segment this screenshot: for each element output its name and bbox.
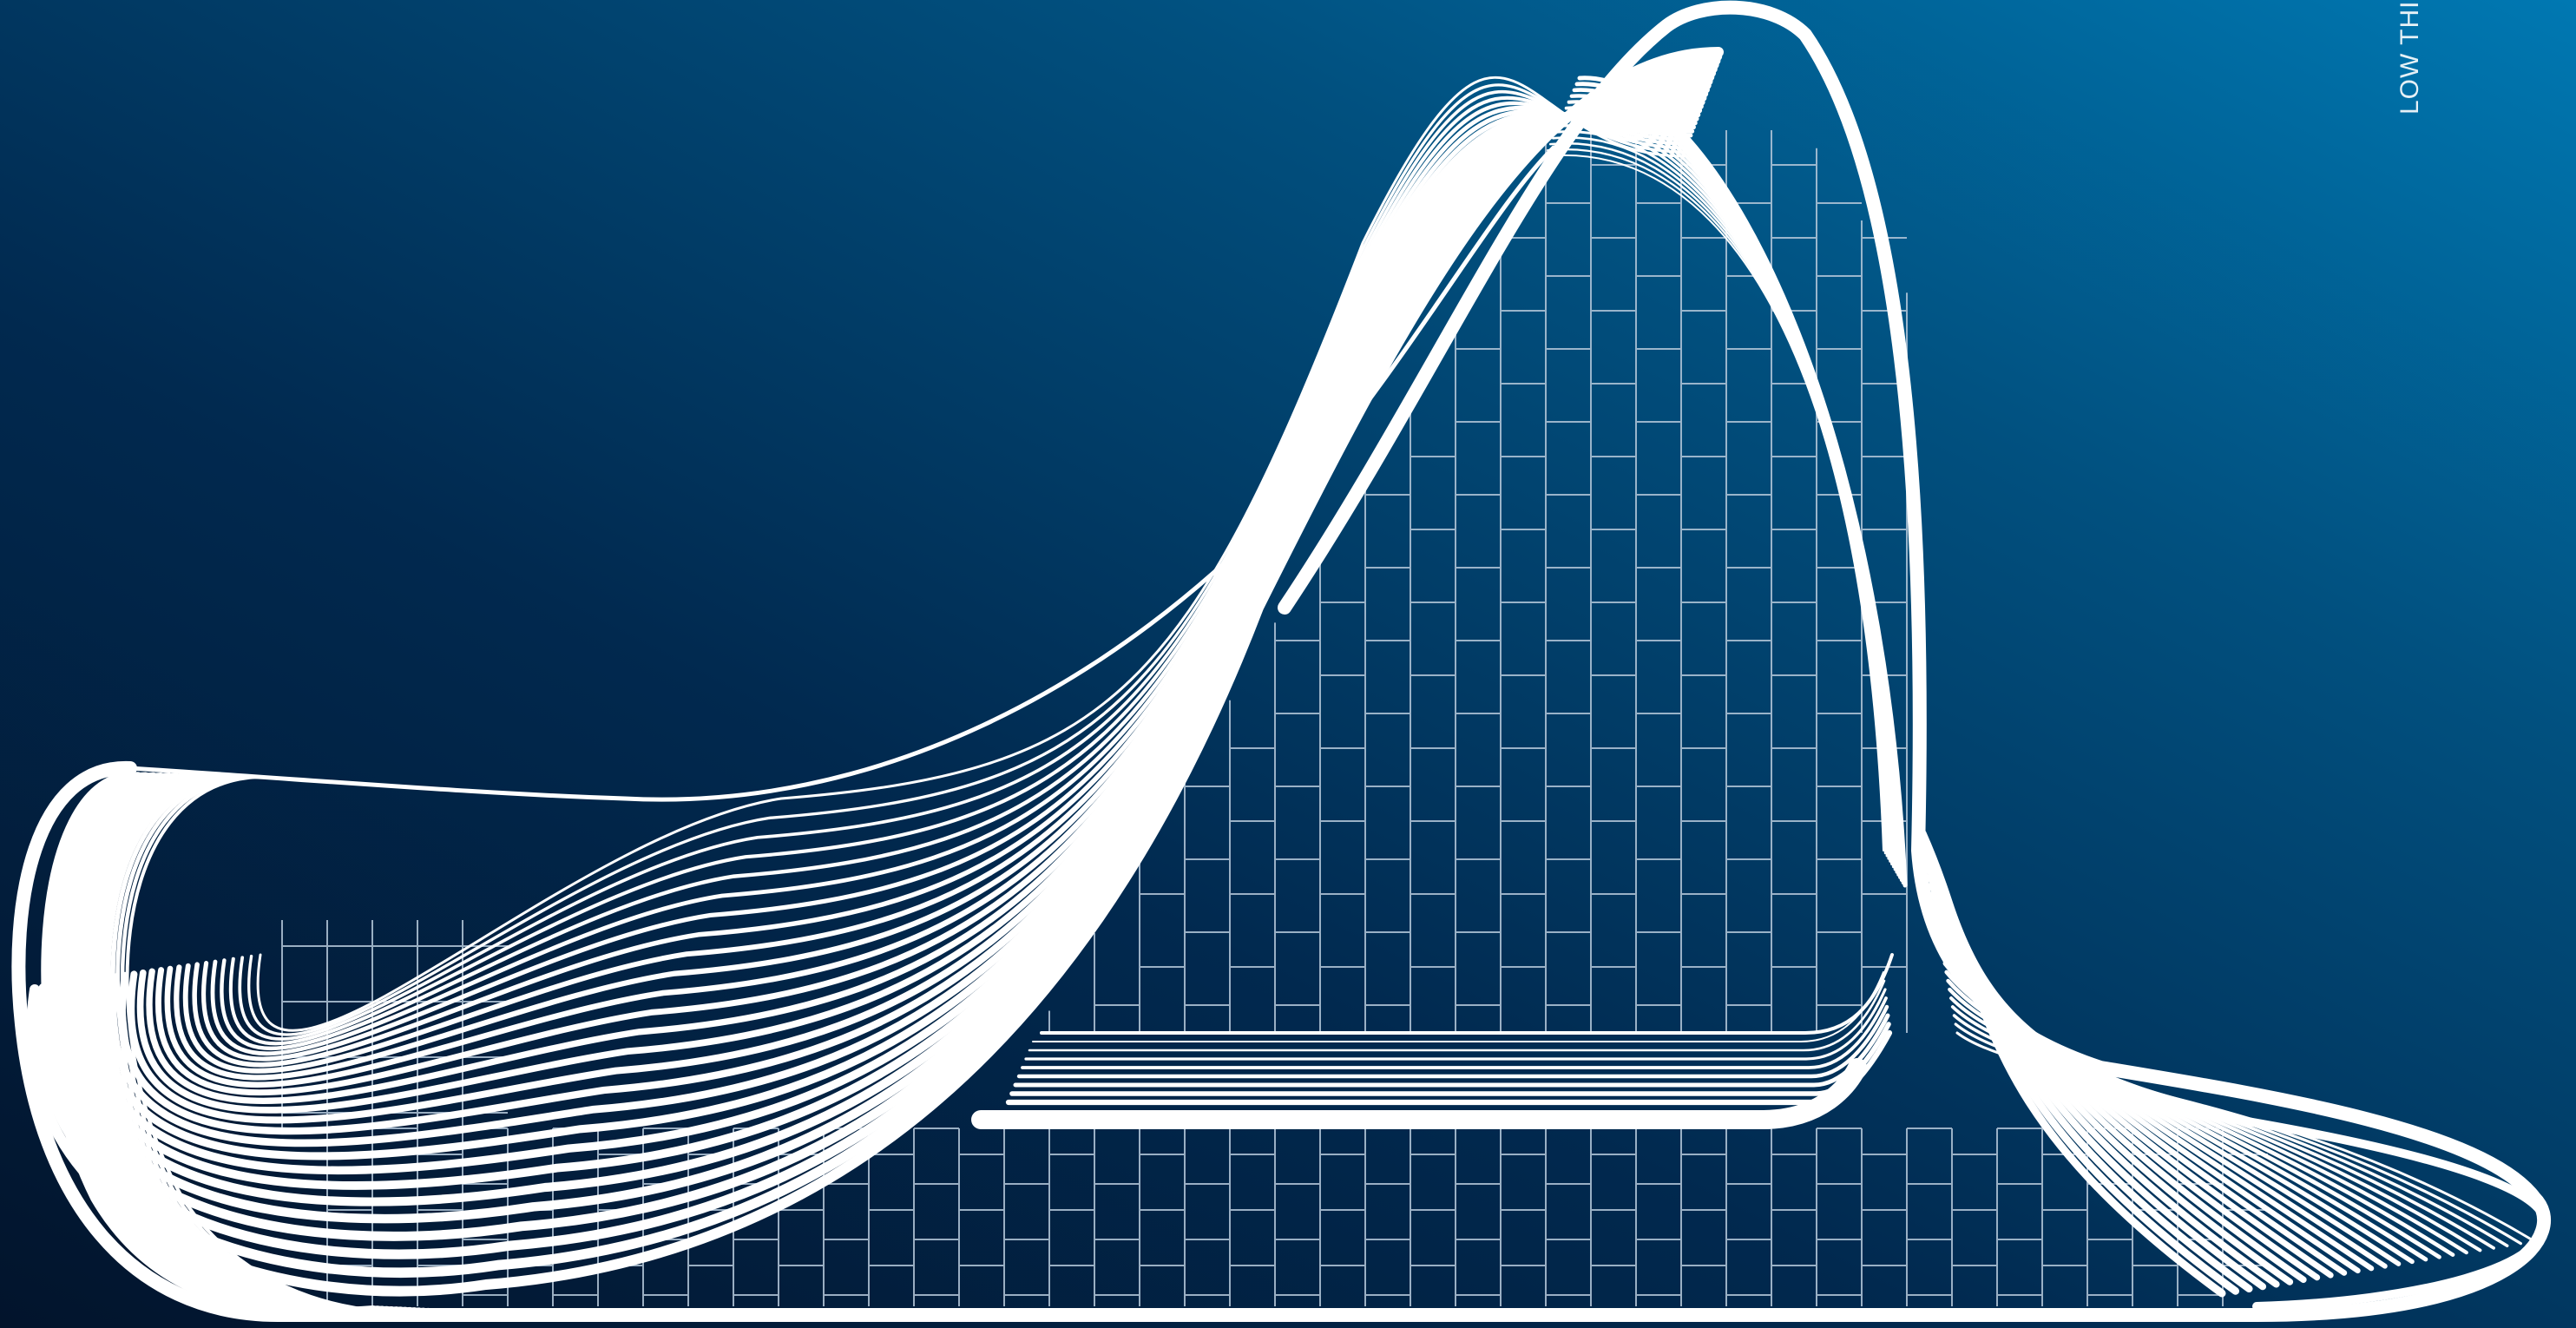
base-band-line — [1032, 971, 1884, 1042]
ribbon-fan-line — [192, 111, 1696, 1068]
ribbon-fan-line — [174, 112, 1699, 1081]
base-band-upper — [1040, 953, 1894, 1035]
ribbon-fan-line — [136, 98, 1705, 1114]
facade-grid — [281, 130, 2268, 1306]
ribbon-fan-line — [247, 83, 1687, 1036]
arch-inner-line — [1548, 142, 1889, 858]
base-band-line — [1021, 996, 1888, 1069]
base-band-line — [1005, 1029, 1893, 1106]
base-band-line — [1024, 988, 1887, 1061]
ribbon-fan-line — [182, 112, 1698, 1074]
ribbon-fan-line — [220, 101, 1692, 1051]
right-tail-edge — [2061, 1089, 2549, 1311]
ribbon-fan-line — [164, 110, 1701, 1088]
ribbon-fan-line — [155, 107, 1703, 1096]
ribbon-fan-line — [238, 89, 1689, 1041]
ribbon-fan-line — [128, 94, 1707, 1124]
vertical-title-text: LOW THIC — [2395, 0, 2424, 115]
arch-inner-line — [1577, 76, 1908, 888]
left-curl-line — [125, 775, 453, 1315]
arch-inner-line — [1546, 148, 1887, 855]
ribbon-fan-line — [210, 105, 1693, 1056]
ribbon-fan-line — [146, 102, 1704, 1105]
right-tail-line — [1955, 1031, 2536, 1243]
base-band-line — [1028, 979, 1886, 1052]
base-band-line — [1013, 1013, 1890, 1088]
base-band-line — [1009, 1022, 1891, 1096]
ribbon-fan-line — [256, 76, 1686, 1032]
base-band-line — [1016, 1004, 1889, 1079]
ribbon-fan-line — [201, 108, 1695, 1062]
ribbon-fan-line — [118, 89, 1709, 1135]
arch-inner-line — [1544, 154, 1884, 851]
ribbon-fan-line — [228, 95, 1690, 1046]
ribbon-lines — [11, 0, 2552, 1322]
left-wing-top-edge — [128, 145, 1556, 802]
ribbon-outer-edge — [11, 0, 2552, 1322]
